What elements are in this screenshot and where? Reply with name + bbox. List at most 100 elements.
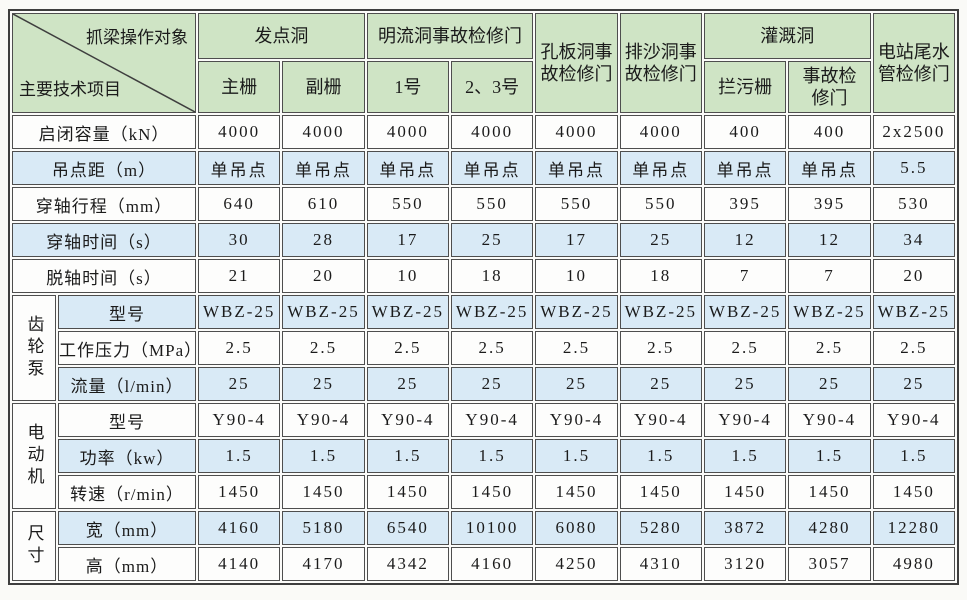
row-label: 启闭容量（kN） [12, 115, 196, 149]
value-cell: 25 [535, 367, 618, 401]
value-cell: WBZ-25 [282, 295, 365, 329]
row-label: 型号 [58, 295, 196, 329]
value-cell: 5.5 [872, 151, 955, 185]
table-row: 电动机 型号 Y90-4 Y90-4 Y90-4 Y90-4 Y90-4 Y90-4 Y90-4… [12, 403, 955, 509]
value-cell: 4000 [282, 115, 365, 149]
value-cell: 3872 [703, 511, 787, 545]
row-label: 转速（r/min） [58, 475, 196, 509]
value-cell: Y90-4 [366, 403, 449, 437]
value-cell: 640 [198, 187, 281, 221]
value-cell: 4000 [450, 115, 534, 149]
value-cell: 7 [703, 259, 787, 293]
row-label: 吊点距（m） [12, 151, 196, 185]
value-cell: 5280 [619, 511, 702, 545]
value-cell: 25 [366, 367, 449, 401]
subcolumn-lanwushan: 拦污栅 [703, 61, 787, 113]
value-cell: 2.5 [703, 331, 787, 365]
value-cell: 550 [535, 187, 618, 221]
value-cell: 2.5 [282, 331, 365, 365]
row-label: 宽（mm） [58, 511, 196, 545]
value-cell: 1450 [282, 475, 365, 509]
column-group-guangaidong: 灌溉洞 [703, 13, 871, 59]
table-row: 转速（r/min） 1450 1450 1450 1450 1450 1450 1450 145… [12, 475, 955, 509]
value-cell: 1.5 [450, 439, 534, 473]
table-body: 启闭容量（kN） 4000 4000 4000 4000 4000 4000 400 400 2x… [12, 115, 955, 581]
value-cell: 25 [619, 367, 702, 401]
value-cell: WBZ-25 [366, 295, 449, 329]
value-cell: WBZ-25 [788, 295, 871, 329]
value-cell: 2.5 [535, 331, 618, 365]
value-cell: 4250 [535, 547, 618, 581]
value-cell: 3057 [788, 547, 871, 581]
value-cell: 4140 [198, 547, 281, 581]
value-cell: 5180 [282, 511, 365, 545]
value-cell: 2.5 [872, 331, 955, 365]
value-cell: 10 [535, 259, 618, 293]
value-cell: 单吊点 [788, 151, 871, 185]
value-cell: 17 [535, 223, 618, 257]
column-group-fadiandong: 发点洞 [198, 13, 365, 59]
value-cell: Y90-4 [198, 403, 281, 437]
value-cell: 单吊点 [703, 151, 787, 185]
value-cell: 25 [450, 223, 534, 257]
column-group-mingliudong: 明流洞事故检修门 [366, 13, 534, 59]
row-group-label: 尺寸 [12, 511, 56, 581]
value-cell: 4280 [788, 511, 871, 545]
value-cell: WBZ-25 [872, 295, 955, 329]
corner-top-right-label: 抓梁操作对象 [86, 28, 188, 47]
subcolumn-zhushan: 主栅 [198, 61, 281, 113]
subcolumn-1hao: 1号 [366, 61, 449, 113]
value-cell: 20 [282, 259, 365, 293]
value-cell: 25 [282, 367, 365, 401]
corner-bottom-left-label: 主要技术项目 [19, 80, 121, 99]
value-cell: 21 [198, 259, 281, 293]
value-cell: 1450 [366, 475, 449, 509]
row-label: 高（mm） [58, 547, 196, 581]
column-group-dianzhanweishui: 电站尾水管检修门 [872, 13, 955, 113]
value-cell: 530 [872, 187, 955, 221]
value-cell: 1450 [619, 475, 702, 509]
value-cell: Y90-4 [535, 403, 618, 437]
value-cell: 25 [619, 223, 702, 257]
value-cell: 2.5 [366, 331, 449, 365]
table-row: 穿轴行程（mm） 640 610 550 550 550 550 395 395 530 [12, 187, 955, 221]
value-cell: 单吊点 [198, 151, 281, 185]
table-row: 脱轴时间（s） 21 20 10 18 10 18 7 7 20 [12, 259, 955, 293]
value-cell: 1450 [535, 475, 618, 509]
value-cell: 2.5 [619, 331, 702, 365]
value-cell: Y90-4 [450, 403, 534, 437]
value-cell: 550 [366, 187, 449, 221]
value-cell: 20 [872, 259, 955, 293]
value-cell: 1.5 [535, 439, 618, 473]
table-row: 高（mm） 4140 4170 4342 4160 4250 4310 3120 3057 498… [12, 547, 955, 581]
value-cell: 单吊点 [535, 151, 618, 185]
value-cell: 1.5 [198, 439, 281, 473]
value-cell: 2x2500 [872, 115, 955, 149]
value-cell: 10100 [450, 511, 534, 545]
diagonal-divider [13, 14, 195, 112]
row-label: 流量（l/min） [58, 367, 196, 401]
value-cell: 12 [788, 223, 871, 257]
spec-table: 抓梁操作对象 主要技术项目 发点洞 明流洞事故检修门 孔板洞事故检修门 排沙洞事… [8, 9, 959, 585]
value-cell: 400 [703, 115, 787, 149]
value-cell: 18 [450, 259, 534, 293]
value-cell: 单吊点 [450, 151, 534, 185]
value-cell: 25 [198, 367, 281, 401]
value-cell: 25 [450, 367, 534, 401]
value-cell: 2.5 [788, 331, 871, 365]
value-cell: 1450 [872, 475, 955, 509]
value-cell: 2.5 [198, 331, 281, 365]
value-cell: 4170 [282, 547, 365, 581]
value-cell: 4160 [198, 511, 281, 545]
table-row: 功率（kw） 1.5 1.5 1.5 1.5 1.5 1.5 1.5 1.5 1.5 [12, 439, 955, 473]
value-cell: WBZ-25 [703, 295, 787, 329]
value-cell: 1.5 [703, 439, 787, 473]
technical-spec-table: 抓梁操作对象 主要技术项目 发点洞 明流洞事故检修门 孔板洞事故检修门 排沙洞事… [8, 9, 959, 585]
value-cell: Y90-4 [619, 403, 702, 437]
value-cell: 34 [872, 223, 955, 257]
table-row: 尺寸 宽（mm） 4160 5180 6540 10100 6080 5280 3872 4280… [12, 511, 955, 581]
value-cell: 395 [788, 187, 871, 221]
value-cell: 28 [282, 223, 365, 257]
value-cell: 25 [872, 367, 955, 401]
value-cell: 550 [619, 187, 702, 221]
